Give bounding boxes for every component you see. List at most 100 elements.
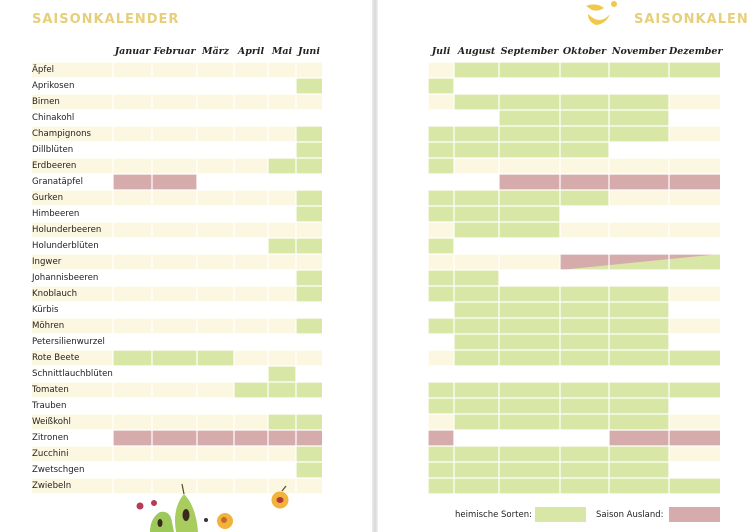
season-cell-heimisch [152, 350, 197, 366]
season-cell-heimisch [296, 382, 322, 398]
page-gutter [372, 0, 378, 532]
season-cell-heimisch [268, 414, 296, 430]
season-cell-heimisch [560, 286, 609, 302]
season-cell-heimisch [499, 142, 560, 158]
season-cell-heimisch [296, 462, 322, 478]
left-page-header: SAISONKALENDER [32, 12, 180, 27]
season-cell-heimisch [454, 270, 499, 286]
season-cell-heimisch [560, 382, 609, 398]
row-stripe-left [32, 254, 322, 270]
season-cell-heimisch [560, 462, 609, 478]
produce-label: Johannisbeeren [32, 273, 99, 283]
pear-illustration-icon [150, 483, 198, 532]
season-cell-heimisch [609, 462, 669, 478]
row-stripe-left [32, 414, 322, 430]
season-cell-heimisch [609, 350, 669, 366]
season-cell-heimisch [454, 62, 499, 78]
season-cell-heimisch [499, 286, 560, 302]
season-cell-heimisch [609, 478, 669, 494]
season-cell-ausland [152, 174, 197, 190]
produce-label: Knoblauch [32, 289, 78, 299]
season-cell-heimisch [454, 350, 499, 366]
month-header: November [611, 46, 667, 57]
season-cell-ausland [609, 430, 669, 446]
produce-label: Rote Beete [32, 353, 80, 363]
month-header: März [201, 46, 230, 57]
month-header: Oktober [562, 46, 607, 57]
produce-label: Zitronen [32, 433, 69, 443]
season-cell-heimisch [454, 318, 499, 334]
season-cell-heimisch [296, 318, 322, 334]
produce-label: Trauben [32, 401, 67, 411]
season-cell-heimisch [296, 270, 322, 286]
season-cell-heimisch [499, 398, 560, 414]
month-header: Januar [114, 46, 151, 57]
season-cell-heimisch [560, 302, 609, 318]
produce-label: Himbeeren [32, 209, 80, 219]
produce-label: Zwetschgen [32, 465, 85, 475]
season-cell-heimisch [296, 206, 322, 222]
produce-label: Zucchini [32, 449, 69, 459]
produce-label: Champignons [32, 129, 92, 139]
apricot-icon [217, 513, 233, 529]
produce-label: Dillblüten [32, 145, 74, 155]
month-header: Dezember [669, 46, 723, 57]
season-cell-heimisch [560, 350, 609, 366]
season-cell-heimisch [609, 382, 669, 398]
row-stripe-left [32, 190, 322, 206]
season-cell-heimisch [454, 222, 499, 238]
produce-label: Kürbis [32, 305, 59, 315]
season-cell-heimisch [499, 334, 560, 350]
month-header: Februar [153, 46, 196, 57]
season-cell-heimisch [669, 62, 720, 78]
season-cell-heimisch [454, 94, 499, 110]
season-cell-heimisch [197, 350, 234, 366]
month-header: September [500, 46, 559, 57]
season-cell-heimisch [454, 190, 499, 206]
row-stripe-left [32, 478, 322, 494]
season-cell-heimisch [296, 286, 322, 302]
produce-label: Birnen [32, 97, 60, 107]
produce-label: Erdbeeren [32, 161, 77, 171]
season-cell-heimisch [560, 318, 609, 334]
season-cell-ausland [609, 174, 669, 190]
lemon-slice-icon [586, 1, 617, 25]
season-cell-ausland [234, 430, 268, 446]
season-cell-ausland [296, 430, 322, 446]
season-cell-heimisch [454, 126, 499, 142]
season-cell-heimisch [428, 78, 454, 94]
season-cell-heimisch [609, 110, 669, 126]
season-cell-heimisch [499, 350, 560, 366]
season-cell-heimisch [499, 414, 560, 430]
season-cell-heimisch [560, 62, 609, 78]
month-header: August [457, 46, 496, 57]
season-cell-heimisch [113, 350, 152, 366]
fig-icon [271, 485, 289, 509]
produce-label: Äpfel [32, 65, 55, 75]
month-header: Juli [431, 46, 451, 57]
season-cell-heimisch [428, 270, 454, 286]
season-cell-heimisch [669, 478, 720, 494]
season-cell-heimisch [499, 478, 560, 494]
right-page-header: SAISONKALENDER [634, 12, 750, 27]
produce-label: Möhren [32, 321, 65, 331]
season-cell-heimisch [499, 446, 560, 462]
season-cell-heimisch [560, 142, 609, 158]
legend-ausland-swatch [669, 507, 720, 522]
season-cell-heimisch [499, 382, 560, 398]
season-cell-heimisch [609, 62, 669, 78]
produce-label: Chinakohl [32, 113, 75, 123]
produce-label: Aprikosen [32, 81, 75, 91]
season-cell-heimisch [296, 190, 322, 206]
season-cell-heimisch [296, 126, 322, 142]
season-cell-heimisch [609, 318, 669, 334]
season-cell-heimisch [428, 206, 454, 222]
row-stripe-left [32, 318, 322, 334]
produce-label: Petersilienwurzel [32, 337, 105, 347]
season-cell-heimisch [454, 414, 499, 430]
produce-label: Zwiebeln [32, 481, 72, 491]
produce-label: Holunderblüten [32, 241, 99, 251]
season-cell-heimisch [609, 126, 669, 142]
season-cell-heimisch [499, 206, 560, 222]
